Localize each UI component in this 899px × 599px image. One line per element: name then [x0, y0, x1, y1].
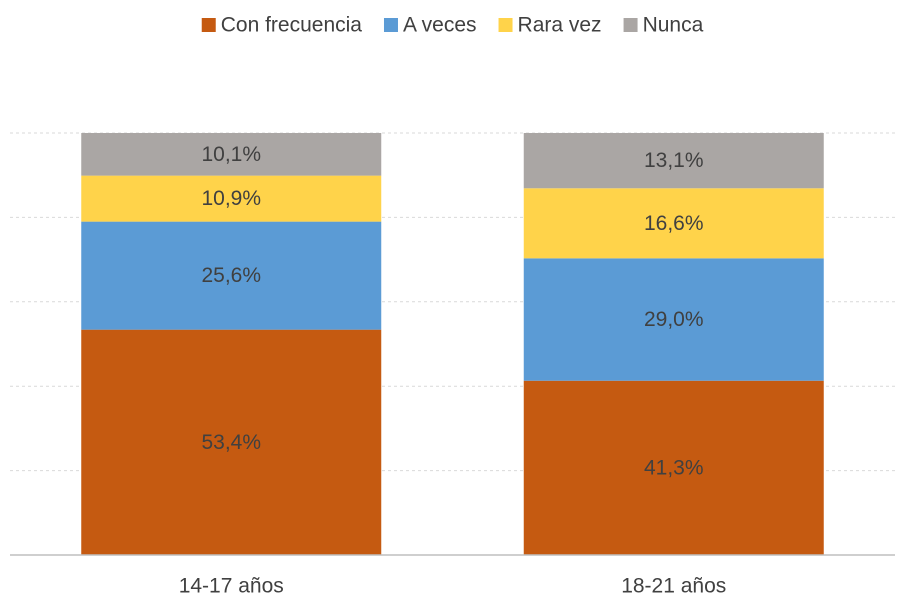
x-tick-label: 18-21 años: [621, 575, 726, 598]
value-label: 10,9%: [201, 187, 261, 210]
bar-segment: [81, 133, 382, 176]
bar-segment: [81, 329, 382, 555]
x-tick-label: 14-17 años: [179, 575, 284, 598]
value-label: 29,0%: [644, 308, 704, 331]
bar-segment: [81, 221, 382, 330]
value-label: 25,6%: [201, 264, 261, 287]
legend: Con frecuencia A veces Rara vez Nunca: [201, 14, 704, 37]
bar-segment: [523, 133, 824, 189]
value-label: 13,1%: [644, 149, 704, 172]
legend-swatch: [383, 18, 398, 32]
value-label: 41,3%: [644, 456, 704, 479]
legend-swatch: [623, 18, 638, 32]
bar-segment: [523, 380, 824, 555]
legend-swatch: [201, 18, 216, 32]
legend-swatch: [498, 18, 513, 32]
value-label: 53,4%: [201, 431, 261, 454]
legend-label: Con frecuencia: [221, 14, 363, 37]
value-label: 16,6%: [644, 212, 704, 235]
value-label: 10,1%: [201, 143, 261, 166]
legend-label: Nunca: [643, 14, 704, 37]
legend-label: Rara vez: [518, 14, 602, 37]
bar-segment: [81, 175, 382, 222]
legend-label: A veces: [403, 14, 477, 37]
bar-segment: [523, 258, 824, 381]
bar-segment: [523, 188, 824, 259]
